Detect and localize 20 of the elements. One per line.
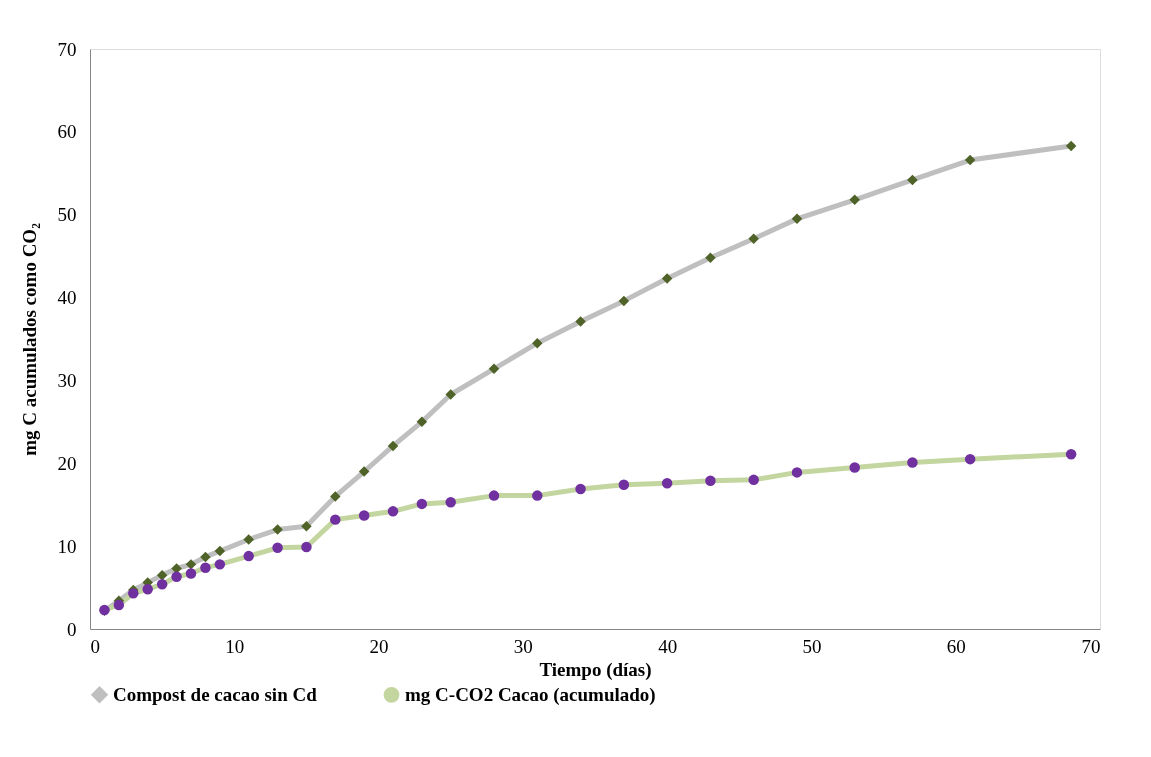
y-tick-label: 0 (67, 618, 77, 640)
y-tick-label: 70 (57, 38, 77, 60)
legend-label: mg C-CO2 Cacao (acumulado) (405, 683, 656, 706)
x-tick-label: 0 (90, 635, 100, 657)
y-tick-label: 10 (57, 535, 77, 557)
y-tick-label: 20 (57, 452, 77, 474)
x-tick-label: 20 (369, 635, 389, 657)
y-tick-label: 50 (57, 204, 77, 226)
x-tick-label: 50 (802, 635, 822, 657)
x-axis-title: Tiempo (días) (539, 658, 652, 681)
y-tick-label: 60 (57, 121, 77, 143)
x-tick-label: 70 (1081, 635, 1101, 657)
legend-label: Compost de cacao sin Cd (113, 683, 318, 705)
x-tick-label: 60 (946, 635, 966, 657)
y-axis-title: mg C acumulados como CO₂ (18, 222, 40, 456)
x-tick-label: 10 (225, 635, 245, 657)
x-tick-label: 40 (658, 635, 678, 657)
x-tick-label: 30 (513, 635, 533, 657)
y-tick-label: 40 (57, 287, 77, 309)
y-tick-label: 30 (57, 369, 77, 391)
